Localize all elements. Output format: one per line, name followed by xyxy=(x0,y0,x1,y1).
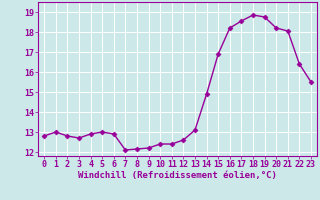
X-axis label: Windchill (Refroidissement éolien,°C): Windchill (Refroidissement éolien,°C) xyxy=(78,171,277,180)
